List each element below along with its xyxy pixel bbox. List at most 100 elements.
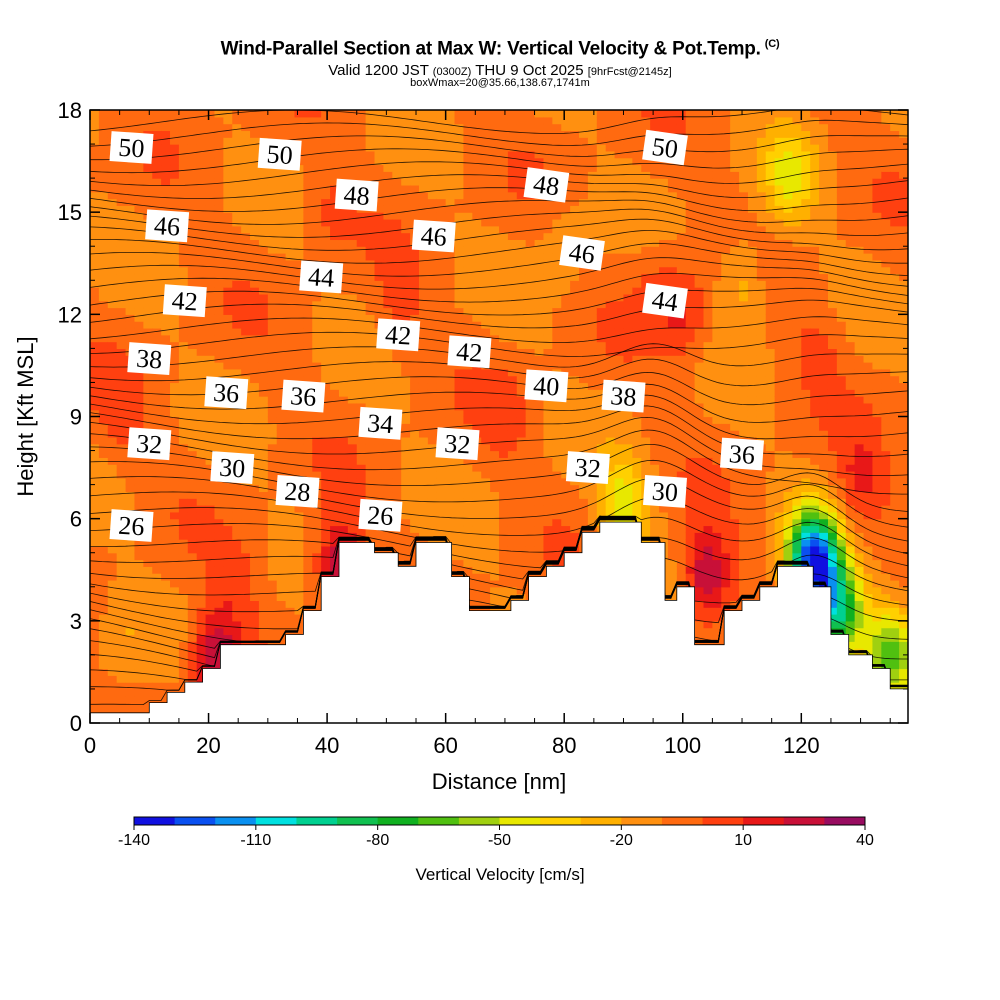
w-cell <box>392 218 402 227</box>
w-cell <box>98 164 109 172</box>
w-cell <box>214 334 224 343</box>
w-cell <box>170 409 180 418</box>
w-cell <box>152 137 162 145</box>
w-cell <box>401 205 411 213</box>
w-cell <box>223 137 233 145</box>
w-cell <box>365 389 376 397</box>
w-cell <box>250 491 260 499</box>
w-cell <box>356 144 367 152</box>
w-cell <box>356 341 367 349</box>
w-cell <box>143 682 153 690</box>
w-cell <box>472 498 482 506</box>
w-cell <box>134 579 144 588</box>
w-cell <box>463 164 473 172</box>
w-cell <box>321 334 331 343</box>
w-cell <box>223 545 233 554</box>
w-cell <box>303 130 313 138</box>
w-cell <box>170 273 180 281</box>
w-cell <box>187 321 198 329</box>
w-cell <box>347 355 358 363</box>
w-cell <box>490 116 500 125</box>
w-cell <box>499 559 509 567</box>
w-cell <box>205 232 216 241</box>
w-cell <box>196 614 207 622</box>
w-cell <box>276 239 287 247</box>
w-cell <box>472 218 482 227</box>
w-cell <box>294 184 304 193</box>
w-cell <box>516 232 527 241</box>
w-cell <box>223 273 233 281</box>
w-cell <box>507 307 518 315</box>
w-cell <box>258 246 269 254</box>
w-cell <box>481 273 491 281</box>
w-cell <box>90 579 100 588</box>
w-cell <box>499 144 509 152</box>
w-cell <box>347 307 358 315</box>
w-cell <box>330 362 340 370</box>
w-cell <box>285 239 296 247</box>
w-cell <box>232 573 242 581</box>
w-cell <box>507 464 518 472</box>
w-cell <box>214 137 224 145</box>
w-cell <box>161 661 171 670</box>
w-cell <box>285 362 296 370</box>
w-cell <box>436 511 447 520</box>
w-cell <box>98 682 109 690</box>
w-cell <box>134 198 144 206</box>
w-cell <box>241 178 251 186</box>
w-cell <box>250 314 260 322</box>
w-cell <box>250 532 260 540</box>
w-cell <box>152 661 162 670</box>
w-cell <box>178 402 189 411</box>
w-cell <box>481 593 491 601</box>
w-cell <box>481 579 491 588</box>
w-cell <box>90 389 100 397</box>
w-cell <box>116 362 127 370</box>
w-cell <box>347 518 358 527</box>
w-cell <box>232 116 242 125</box>
w-cell <box>347 505 358 513</box>
w-cell <box>472 116 482 125</box>
w-cell <box>552 130 562 138</box>
w-cell <box>223 205 233 213</box>
w-cell <box>481 511 491 520</box>
w-cell <box>525 348 536 356</box>
w-cell <box>481 300 491 309</box>
w-cell <box>98 171 109 179</box>
w-cell <box>410 416 420 424</box>
w-cell <box>267 505 278 513</box>
w-cell <box>570 518 580 527</box>
w-cell <box>374 314 385 322</box>
w-cell <box>98 137 109 145</box>
w-cell <box>499 178 509 186</box>
w-cell <box>187 396 198 404</box>
w-cell <box>258 116 269 125</box>
w-cell <box>143 334 153 343</box>
w-cell <box>525 450 536 458</box>
w-cell <box>241 566 251 574</box>
w-cell <box>285 287 296 295</box>
w-cell <box>196 668 207 676</box>
w-cell <box>170 505 180 513</box>
w-cell <box>401 443 411 452</box>
w-cell <box>170 375 180 384</box>
w-cell <box>561 280 571 288</box>
w-cell <box>170 266 180 275</box>
w-cell <box>454 287 465 295</box>
w-cell <box>365 321 376 329</box>
w-cell <box>303 144 313 152</box>
w-cell <box>90 341 100 349</box>
w-cell <box>347 430 358 438</box>
w-cell <box>116 266 127 275</box>
w-cell <box>499 130 509 138</box>
w-cell <box>143 484 153 493</box>
w-cell <box>107 287 118 295</box>
w-cell <box>552 225 562 234</box>
w-cell <box>205 293 216 302</box>
w-cell <box>303 327 313 336</box>
w-cell <box>90 232 100 241</box>
w-cell <box>338 232 349 241</box>
w-cell <box>507 436 518 445</box>
w-cell <box>401 116 411 125</box>
w-cell <box>232 307 242 315</box>
